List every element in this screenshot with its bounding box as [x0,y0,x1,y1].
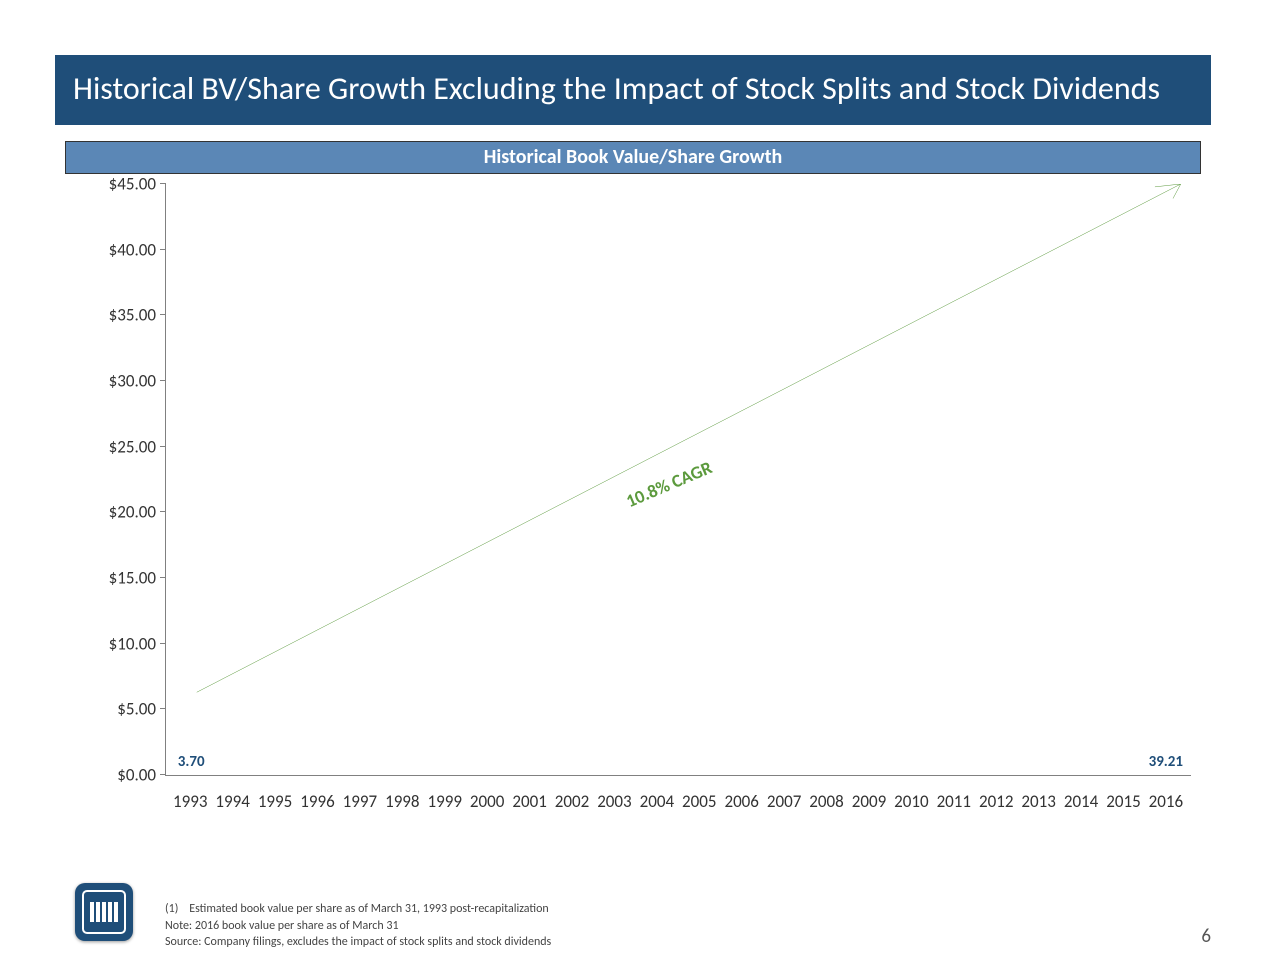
x-tick-label: 1996 [296,791,338,812]
y-tick-mark [160,708,166,709]
x-tick-label: 2007 [763,791,805,812]
page-title-banner: Historical BV/Share Growth Excluding the… [55,55,1211,125]
chart-subtitle-text: Historical Book Value/Share Growth [484,145,783,169]
y-tick-mark [160,643,166,644]
x-tick-label: 2010 [890,791,932,812]
y-tick-mark [160,380,166,381]
footnote-1-prefix: (1) [165,902,178,916]
x-tick-label: 2006 [720,791,762,812]
y-tick-mark [160,577,166,578]
y-tick-mark [160,446,166,447]
x-tick-label: 1997 [339,791,381,812]
x-tick-label: 2016 [1145,791,1187,812]
bar-chart: 3.7039.21 10.8% CAGR $0.00$5.00$10.00$15… [85,184,1201,824]
y-tick-label: $20.00 [109,502,156,523]
page-number: 6 [1201,925,1211,948]
footnote-line-2: Note: 2016 book value per share as of Ma… [165,918,551,934]
x-tick-label: 2000 [466,791,508,812]
x-tick-label: 2004 [636,791,678,812]
y-tick-mark [160,314,166,315]
y-tick-label: $15.00 [109,568,156,589]
x-tick-label: 1998 [381,791,423,812]
chart-plot-area: 3.7039.21 10.8% CAGR $0.00$5.00$10.00$15… [165,184,1191,776]
y-tick-label: $45.00 [109,174,156,195]
x-tick-label: 2003 [593,791,635,812]
x-tick-label: 2012 [975,791,1017,812]
y-tick-mark [160,183,166,184]
company-logo [75,883,133,941]
y-tick-label: $35.00 [109,305,156,326]
y-tick-label: $5.00 [117,699,156,720]
bar-value-label: 3.70 [170,753,212,771]
pillars-icon [89,900,119,924]
chart-x-axis-labels: 1993199419951996199719981999200020012002… [165,791,1191,812]
y-tick-label: $25.00 [109,436,156,457]
y-tick-mark [160,774,166,775]
y-tick-label: $10.00 [109,633,156,654]
y-tick-label: $0.00 [117,765,156,786]
slide-footer: (1) Estimated book value per share as of… [75,883,1211,948]
x-tick-label: 1995 [254,791,296,812]
y-tick-mark [160,511,166,512]
y-tick-label: $40.00 [109,239,156,260]
y-tick-label: $30.00 [109,371,156,392]
x-tick-label: 1994 [211,791,253,812]
page-title-text: Historical BV/Share Growth Excluding the… [73,69,1160,108]
x-tick-label: 2009 [848,791,890,812]
x-tick-label: 2002 [551,791,593,812]
x-tick-label: 1999 [424,791,466,812]
x-tick-label: 2011 [933,791,975,812]
footnotes: (1) Estimated book value per share as of… [165,901,551,950]
y-tick-mark [160,249,166,250]
x-tick-label: 2008 [805,791,847,812]
x-tick-label: 2014 [1060,791,1102,812]
x-tick-label: 2005 [678,791,720,812]
chart-subtitle-banner: Historical Book Value/Share Growth [65,141,1201,174]
footnote-1-text: Estimated book value per share as of Mar… [189,902,549,916]
x-tick-label: 2001 [508,791,550,812]
x-tick-label: 1993 [169,791,211,812]
footnote-line-3: Source: Company filings, excludes the im… [165,934,551,950]
footnote-line-1: (1) Estimated book value per share as of… [165,901,551,917]
bar-value-label: 39.21 [1145,753,1187,771]
company-logo-inner [82,890,126,934]
x-tick-label: 2015 [1102,791,1144,812]
x-tick-label: 2013 [1017,791,1059,812]
